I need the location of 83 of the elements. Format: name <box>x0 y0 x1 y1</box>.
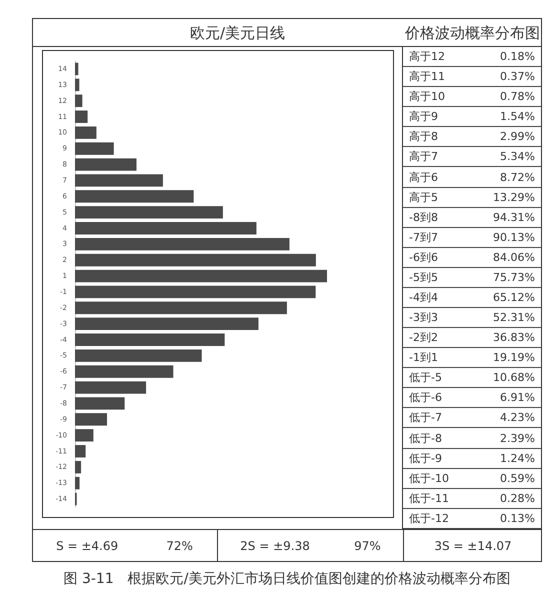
bar <box>75 94 82 108</box>
text: 97% <box>354 539 381 553</box>
bar <box>75 397 125 410</box>
bar <box>75 302 287 314</box>
text: 19.19% <box>493 351 535 364</box>
text: 84.06% <box>493 250 535 264</box>
text: 8.72% <box>500 170 535 184</box>
bar <box>75 206 223 219</box>
bar <box>75 62 78 76</box>
bar <box>75 142 114 155</box>
text: 低于-8 <box>409 430 442 446</box>
text: 10.68% <box>493 371 535 384</box>
bar <box>75 445 86 458</box>
text: 0.13% <box>500 512 535 525</box>
bar <box>75 381 146 394</box>
text: 0.18% <box>500 50 535 64</box>
text: 高于7 <box>409 149 438 164</box>
bar <box>75 318 258 330</box>
text: -3到3 <box>409 310 438 326</box>
caption: 图 3-11 根据欧元/美元外汇市场日线价值图创建的价格波动概率分布图 <box>62 570 512 588</box>
bar <box>75 365 174 378</box>
bar <box>75 222 256 234</box>
text: 2S = ±9.38 <box>240 539 310 553</box>
text: 高于11 <box>409 69 445 84</box>
text: 3S = ±14.07 <box>434 539 512 553</box>
text: 高于9 <box>409 109 438 124</box>
text: 低于-12 <box>409 510 449 526</box>
text: 6.91% <box>500 391 535 404</box>
text: 90.13% <box>493 230 535 244</box>
bar <box>75 78 80 92</box>
text: 5.34% <box>500 150 535 164</box>
text: 低于-10 <box>409 470 449 486</box>
chart-title: 欧元/美元日线 <box>190 24 286 43</box>
text: 高于5 <box>409 190 438 205</box>
text: 0.28% <box>500 492 535 505</box>
text: -5到5 <box>409 270 438 285</box>
bar <box>75 334 225 346</box>
bar <box>75 429 94 442</box>
text: 高于12 <box>409 49 445 64</box>
text: 低于-9 <box>409 450 442 466</box>
text: -6到6 <box>409 250 438 265</box>
text: -8到8 <box>409 210 438 225</box>
text: 36.83% <box>493 331 535 344</box>
text: 低于-5 <box>409 370 442 386</box>
text: 低于-7 <box>409 410 442 426</box>
text: -2到2 <box>409 330 438 346</box>
bar <box>75 158 136 171</box>
text: -4到4 <box>409 290 438 305</box>
bar <box>75 190 194 203</box>
text: 65.12% <box>493 290 535 304</box>
text: 高于8 <box>409 129 438 144</box>
bar <box>75 286 316 298</box>
bar <box>75 110 88 123</box>
text: 低于-11 <box>409 490 449 506</box>
bar <box>75 476 80 490</box>
bar <box>75 413 108 426</box>
bar <box>75 238 290 250</box>
text: 72% <box>166 539 193 553</box>
text: -7到7 <box>409 230 438 245</box>
bar <box>75 349 202 362</box>
text: 13.29% <box>493 190 535 204</box>
bar <box>75 460 82 474</box>
text: 高于6 <box>409 170 438 184</box>
text: -1到1 <box>409 350 438 366</box>
text: 4.23% <box>500 411 535 424</box>
bar <box>75 174 163 187</box>
text: 0.78% <box>500 90 535 104</box>
bar <box>75 270 327 282</box>
text: 1.24% <box>500 452 535 465</box>
bar <box>75 126 96 139</box>
text: 75.73% <box>493 270 535 284</box>
text: 2.39% <box>500 432 535 445</box>
text: 低于-6 <box>409 390 442 406</box>
bar <box>75 254 316 266</box>
text: 0.37% <box>500 70 535 84</box>
text: S = ±4.69 <box>56 539 118 553</box>
text: 2.99% <box>500 130 535 144</box>
text: 高于10 <box>409 89 445 104</box>
text: 94.31% <box>493 210 535 224</box>
text: 1.54% <box>500 110 535 124</box>
text: 0.59% <box>500 472 535 485</box>
text: 52.31% <box>493 311 535 324</box>
text: 价格波动概率分布图 <box>404 24 540 43</box>
